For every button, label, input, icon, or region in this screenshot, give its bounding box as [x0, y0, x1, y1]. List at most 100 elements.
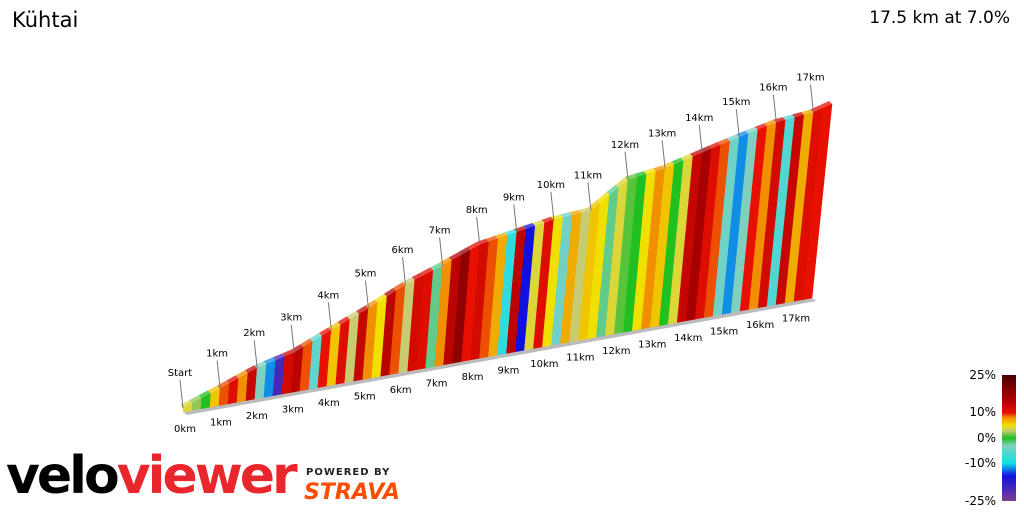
segment-top-face	[606, 184, 619, 196]
km-marker-label: 7km	[429, 225, 451, 236]
km-marker-line	[772, 94, 777, 123]
legend-tick-label: -25%	[965, 494, 996, 508]
segment-top-face	[782, 114, 795, 121]
segment-top-face	[754, 123, 768, 130]
segment-top-face	[532, 219, 545, 227]
veloviewer-logo: veloviewer	[6, 446, 298, 506]
km-marker-label: Start	[168, 368, 193, 379]
segment-top-face	[634, 171, 647, 177]
segment-top-face	[791, 111, 805, 118]
segment-top-face	[272, 353, 285, 361]
distance-axis-label: 0km	[174, 424, 196, 435]
distance-axis-label: 10km	[530, 359, 558, 370]
km-marker-line	[402, 256, 407, 286]
segment-top-face	[319, 327, 332, 336]
km-marker-line	[550, 191, 555, 220]
km-marker-line	[624, 151, 629, 180]
segment-top-face	[504, 229, 517, 236]
km-marker-line	[216, 360, 221, 389]
km-marker-line	[698, 124, 703, 153]
segment-top-face	[578, 207, 591, 213]
segment-top-face	[801, 109, 814, 115]
segment-top-face	[819, 101, 832, 109]
segment-top-face	[207, 385, 221, 394]
distance-axis-label: 6km	[390, 385, 412, 396]
segment-top-face	[383, 287, 397, 297]
distance-axis-label: 12km	[602, 346, 630, 357]
km-marker-label: 6km	[392, 245, 414, 256]
climb-title: Kühtai	[12, 8, 79, 32]
legend-tick-label: 0%	[977, 431, 996, 445]
segment-top-face	[244, 365, 258, 374]
km-marker-label: 11km	[574, 171, 602, 182]
km-marker-label: 9km	[503, 192, 525, 203]
segment-top-face	[569, 209, 582, 216]
km-marker-label: 14km	[685, 113, 713, 124]
km-marker-label: 4km	[317, 290, 339, 301]
segment-top-face	[198, 390, 211, 399]
km-marker-label: 13km	[648, 128, 676, 139]
km-marker-label: 15km	[722, 97, 750, 108]
km-marker-line	[735, 109, 740, 138]
km-marker-line	[179, 379, 184, 409]
segment-top-face	[309, 332, 323, 342]
distance-axis-label: 16km	[746, 320, 774, 331]
segment-top-face	[708, 141, 721, 149]
distance-axis-label: 15km	[710, 326, 738, 337]
segment-top-face	[485, 235, 499, 242]
km-marker-label: 8km	[466, 205, 488, 216]
segment-top-face	[671, 157, 684, 165]
km-marker-label: 5km	[354, 268, 376, 279]
climb-summary: 17.5 km at 7.0%	[869, 8, 1010, 28]
segment-top-face	[421, 267, 434, 276]
km-marker-label: 1km	[206, 349, 228, 360]
segment-top-face	[300, 338, 313, 348]
legend-tick-label: 25%	[969, 368, 996, 382]
segment-top-face	[189, 395, 202, 404]
segment-top-face	[495, 232, 508, 239]
legend-color-bar	[1002, 375, 1016, 501]
legend-tick-label: -10%	[965, 456, 996, 470]
segment-top-face	[411, 272, 425, 281]
segment-top-face	[717, 138, 731, 145]
segment-top-face	[764, 119, 777, 127]
km-marker-line	[327, 302, 332, 331]
segment-top-face	[226, 375, 239, 384]
segment-top-face	[541, 216, 554, 223]
segment-top-face	[560, 212, 573, 218]
segment-top-face	[745, 126, 758, 134]
segment-top-face	[263, 357, 276, 365]
gradient-segment	[802, 103, 833, 300]
segment-top-face	[680, 153, 693, 161]
segment-top-face	[652, 165, 666, 172]
distance-axis-label: 13km	[638, 339, 666, 350]
distance-axis-label: 3km	[282, 404, 304, 415]
segment-top-face	[615, 176, 629, 188]
distance-axis-label: 11km	[566, 352, 594, 363]
segment-top-face	[467, 241, 480, 251]
km-marker-line	[476, 216, 481, 245]
legend-tick-label: 10%	[969, 405, 996, 419]
profile-base	[183, 298, 816, 415]
segment-top-face	[235, 370, 248, 379]
segment-top-face	[346, 310, 360, 320]
km-marker-label: 2km	[243, 328, 265, 339]
km-marker-line	[253, 340, 258, 369]
segment-top-face	[393, 282, 406, 291]
km-marker-label: 10km	[537, 180, 565, 191]
distance-axis-label: 7km	[426, 378, 448, 389]
distance-axis-label: 14km	[674, 333, 702, 344]
km-marker-label: 12km	[611, 140, 639, 151]
strava-logo: STRAVA	[304, 480, 400, 505]
distance-axis-label: 4km	[318, 398, 340, 409]
segment-top-face	[374, 293, 387, 303]
km-marker-line	[439, 237, 444, 266]
distance-axis-label: 1km	[210, 417, 232, 428]
km-marker-line	[364, 280, 369, 309]
segment-top-face	[523, 223, 536, 230]
segment-top-face	[458, 247, 471, 256]
km-marker-line	[290, 324, 295, 353]
segment-top-face	[356, 305, 369, 314]
distance-axis-label: 8km	[462, 372, 484, 383]
